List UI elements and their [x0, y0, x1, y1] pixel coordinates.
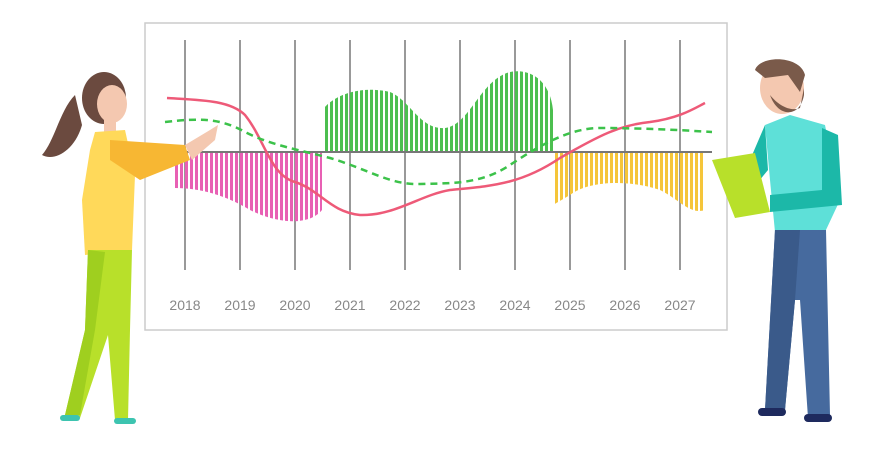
axis-labels: 2018 2019 2020 2021 2022 2023 2024 2025 2026 2027: [169, 297, 695, 313]
year-label: 2021: [334, 297, 365, 313]
year-label: 2027: [664, 297, 695, 313]
year-label: 2022: [389, 297, 420, 313]
year-label: 2026: [609, 297, 640, 313]
man: [712, 59, 842, 422]
year-label: 2018: [169, 297, 200, 313]
year-label: 2025: [554, 297, 585, 313]
green-area: [324, 71, 553, 152]
woman: [42, 72, 218, 424]
green-dashed-line: [164, 118, 713, 186]
year-label: 2023: [444, 297, 475, 313]
pink-area: [175, 153, 322, 222]
yellow-area: [553, 153, 705, 211]
year-label: 2020: [279, 297, 310, 313]
year-label: 2024: [499, 297, 530, 313]
year-label: 2019: [224, 297, 255, 313]
red-line: [166, 96, 706, 217]
